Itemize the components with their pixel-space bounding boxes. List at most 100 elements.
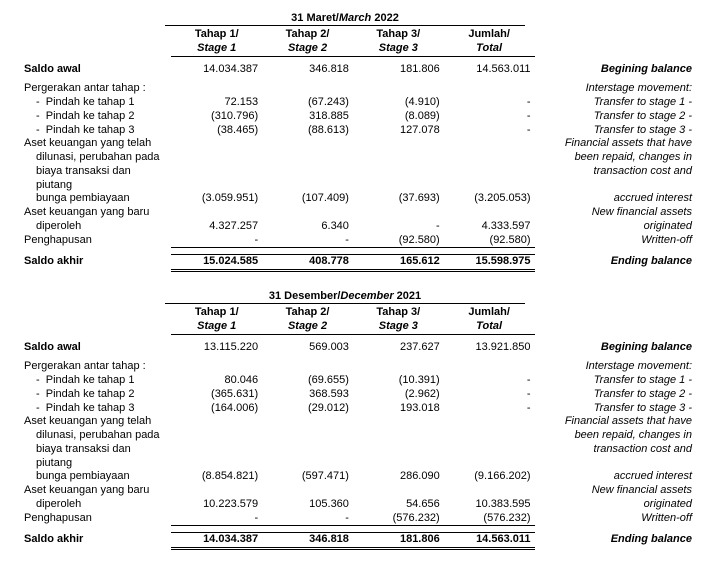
cell-value	[353, 429, 444, 443]
cell-value: -	[444, 110, 535, 124]
cell-value: (92.580)	[353, 234, 444, 248]
table-row: Pergerakan antar tahap :Interstage movem…	[20, 82, 696, 96]
cell-value: (38.465)	[171, 124, 262, 138]
cell-value: (10.391)	[353, 374, 444, 388]
row-label-en: accrued interest	[535, 192, 696, 206]
cell-value	[171, 443, 262, 471]
column-header: Tahap 1/Stage 1	[171, 306, 262, 334]
cell-value: (8.089)	[353, 110, 444, 124]
cell-value	[353, 206, 444, 220]
cell-value	[171, 151, 262, 165]
cell-value: 15.598.975	[444, 255, 535, 271]
cell-value: 14.563.011	[444, 533, 535, 549]
row-label: - Pindah ke tahap 2	[20, 388, 171, 402]
cell-value: (29.012)	[262, 402, 353, 416]
table-row: Pergerakan antar tahap :Interstage movem…	[20, 360, 696, 374]
row-label: bunga pembiayaan	[20, 470, 171, 484]
table-row: Saldo akhir14.034.387346.818181.80614.56…	[20, 533, 696, 549]
financial-tables: 31 Maret/March 2022Tahap 1/Stage 1Tahap …	[20, 12, 696, 550]
cell-value: 105.360	[262, 498, 353, 512]
cell-value: (597.471)	[262, 470, 353, 484]
table-block: 31 Desember/December 2021Tahap 1/Stage 1…	[20, 290, 696, 550]
cell-value	[353, 484, 444, 498]
table-row: Saldo awal14.034.387346.818181.80614.563…	[20, 63, 696, 77]
cell-value	[262, 429, 353, 443]
cell-value: (576.232)	[353, 512, 444, 526]
row-label-en: Ending balance	[535, 533, 696, 549]
row-label: biaya transaksi dan piutang	[20, 165, 171, 193]
cell-value	[444, 415, 535, 429]
row-label-en: Written-off	[535, 234, 696, 248]
table-row: - Pindah ke tahap 2(365.631)368.593(2.96…	[20, 388, 696, 402]
row-label: - Pindah ke tahap 2	[20, 110, 171, 124]
row-label: - Pindah ke tahap 3	[20, 402, 171, 416]
row-label: diperoleh	[20, 220, 171, 234]
cell-value: 14.563.011	[444, 63, 535, 77]
row-label-en: transaction cost and	[535, 443, 696, 471]
row-label: - Pindah ke tahap 1	[20, 96, 171, 110]
cell-value	[262, 82, 353, 96]
cell-value: (576.232)	[444, 512, 535, 526]
cell-value: (365.631)	[171, 388, 262, 402]
row-label-en: transaction cost and	[535, 165, 696, 193]
cell-value: (4.910)	[353, 96, 444, 110]
row-label-en: Begining balance	[535, 63, 696, 77]
cell-value: (8.854.821)	[171, 470, 262, 484]
row-label-en: Transfer to stage 2 -	[535, 388, 696, 402]
table-row: Penghapusan--(576.232)(576.232)Written-o…	[20, 512, 696, 526]
column-header: Tahap 3/Stage 3	[353, 28, 444, 56]
row-label-en: Ending balance	[535, 255, 696, 271]
table-row: Aset keuangan yang telahFinancial assets…	[20, 415, 696, 429]
row-label: dilunasi, perubahan pada	[20, 151, 171, 165]
cell-value: 4.327.257	[171, 220, 262, 234]
row-label-en: Transfer to stage 2 -	[535, 110, 696, 124]
row-label-en: Interstage movement:	[535, 82, 696, 96]
row-label-en: been repaid, changes in	[535, 151, 696, 165]
cell-value: -	[444, 374, 535, 388]
table-row: Saldo awal13.115.220569.003237.62713.921…	[20, 341, 696, 355]
cell-value: -	[444, 96, 535, 110]
table-row: Aset keuangan yang baruNew financial ass…	[20, 206, 696, 220]
row-label: Saldo awal	[20, 341, 171, 355]
row-label: - Pindah ke tahap 1	[20, 374, 171, 388]
table-row: diperoleh10.223.579105.36054.65610.383.5…	[20, 498, 696, 512]
row-label-en: Begining balance	[535, 341, 696, 355]
table-row: bunga pembiayaan(8.854.821)(597.471)286.…	[20, 470, 696, 484]
cell-value	[353, 151, 444, 165]
cell-value	[262, 206, 353, 220]
row-label-en: New financial assets	[535, 206, 696, 220]
cell-value: -	[171, 512, 262, 526]
column-header: Jumlah/Total	[444, 306, 535, 334]
cell-value: 10.223.579	[171, 498, 262, 512]
cell-value: 6.340	[262, 220, 353, 234]
table-row: biaya transaksi dan piutang transaction c…	[20, 165, 696, 193]
cell-value	[262, 137, 353, 151]
cell-value	[353, 415, 444, 429]
cell-value: 15.024.585	[171, 255, 262, 271]
cell-value: (9.166.202)	[444, 470, 535, 484]
cell-value: 4.333.597	[444, 220, 535, 234]
cell-value: -	[171, 234, 262, 248]
cell-value: 408.778	[262, 255, 353, 271]
cell-value	[262, 151, 353, 165]
cell-value: 13.921.850	[444, 341, 535, 355]
cell-value	[353, 360, 444, 374]
cell-value	[171, 415, 262, 429]
row-label: dilunasi, perubahan pada	[20, 429, 171, 443]
financial-table: Tahap 1/Stage 1Tahap 2/Stage 2Tahap 3/St…	[20, 306, 696, 550]
cell-value	[444, 429, 535, 443]
row-label: Aset keuangan yang baru	[20, 484, 171, 498]
cell-value: 14.034.387	[171, 533, 262, 549]
row-label-en: Transfer to stage 1 -	[535, 96, 696, 110]
cell-value: (88.613)	[262, 124, 353, 138]
row-label: Saldo akhir	[20, 255, 171, 271]
cell-value	[444, 151, 535, 165]
cell-value	[444, 82, 535, 96]
cell-value	[444, 360, 535, 374]
cell-value: 80.046	[171, 374, 262, 388]
cell-value	[444, 137, 535, 151]
cell-value	[353, 443, 444, 471]
row-label: Aset keuangan yang telah	[20, 415, 171, 429]
row-label: Penghapusan	[20, 512, 171, 526]
cell-value: -	[444, 124, 535, 138]
